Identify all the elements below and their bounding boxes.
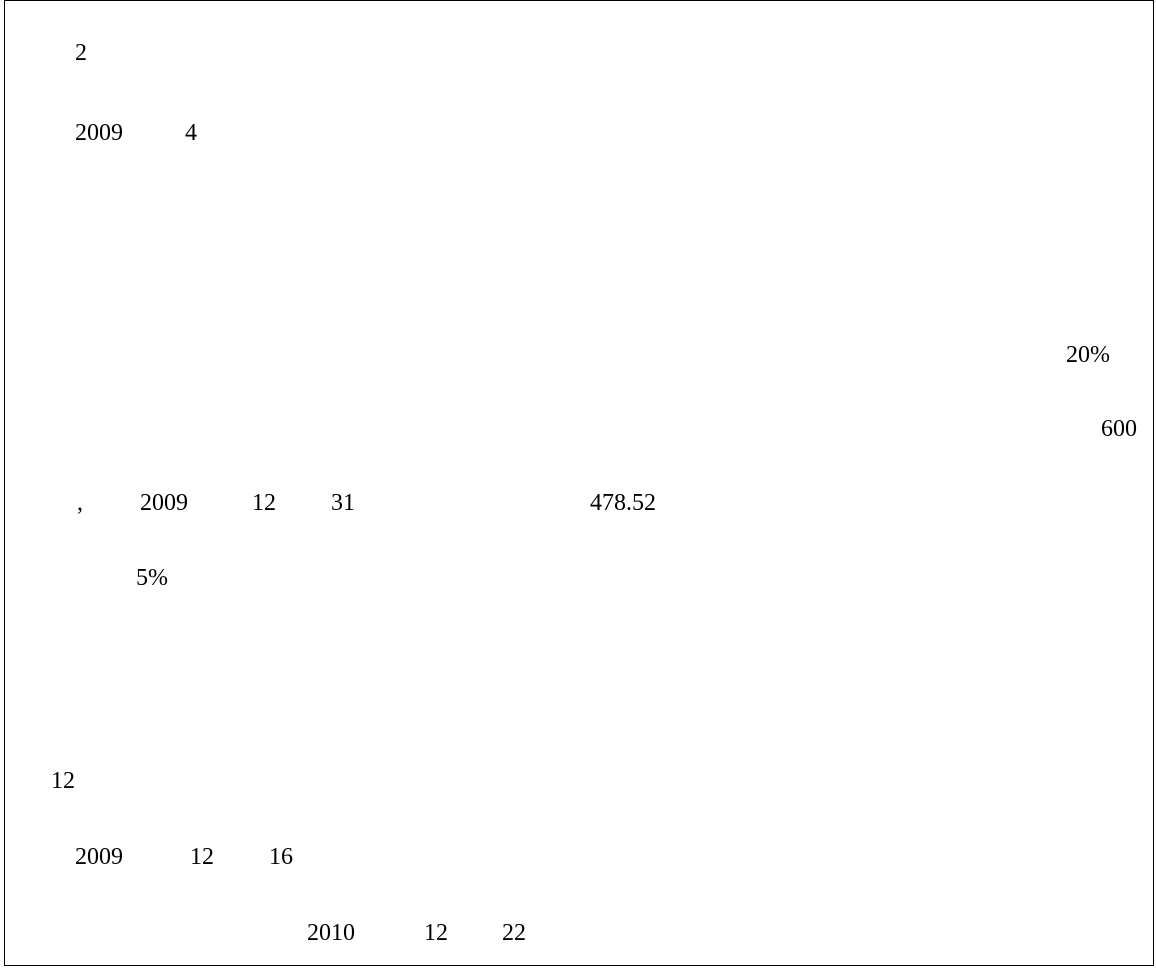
text-percent: 20% [1066, 342, 1110, 368]
text-comma: , [77, 490, 83, 516]
text-month: 12 [252, 490, 276, 516]
text-number: 2 [75, 40, 87, 66]
text-month: 12 [424, 920, 448, 946]
text-year: 2009 [75, 844, 123, 870]
text-month: 4 [185, 120, 197, 146]
text-year: 2009 [140, 490, 188, 516]
text-year: 2010 [307, 920, 355, 946]
text-month: 12 [190, 844, 214, 870]
text-day: 31 [331, 490, 355, 516]
text-amount: 478.52 [590, 490, 656, 516]
text-number: 600 [1101, 416, 1137, 442]
text-day: 16 [269, 844, 293, 870]
text-percent: 5% [136, 565, 168, 591]
text-day: 22 [502, 920, 526, 946]
document-frame: 2 2009 4 20% 600 , 2009 12 31 478.52 5% … [4, 0, 1154, 966]
text-year: 2009 [75, 120, 123, 146]
text-number: 12 [51, 768, 75, 794]
